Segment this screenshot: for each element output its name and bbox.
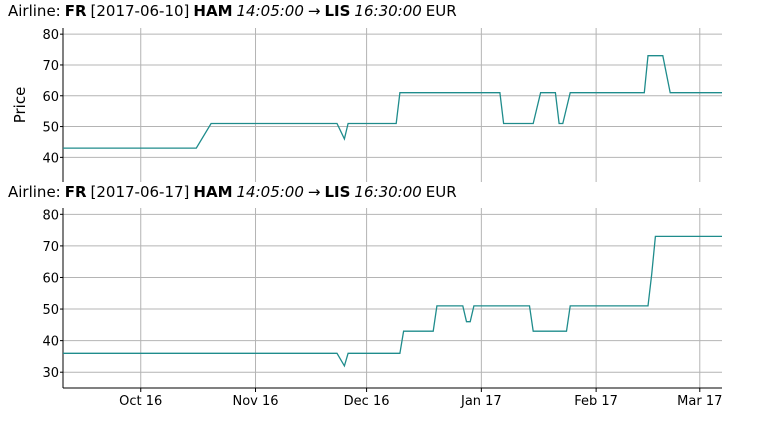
title-part: EUR — [426, 183, 457, 201]
y-axis-label: Price — [11, 87, 29, 124]
title-part: 16:30:00 — [354, 183, 421, 201]
title-part: LIS — [324, 2, 350, 20]
y-tick-label: 60 — [42, 271, 59, 286]
title-part: 14:05:00 — [237, 2, 304, 20]
title-part: [2017-06-17] — [91, 183, 190, 201]
title-part: 16:30:00 — [354, 2, 421, 20]
y-tick-label: 80 — [42, 28, 59, 43]
y-tick-label: 70 — [42, 59, 59, 74]
panel-title: Airline: FR [2017-06-10] HAM 14:05:00 → LIS 16:… — [8, 2, 457, 20]
title-part: → — [308, 183, 321, 201]
title-part: FR — [65, 183, 87, 201]
title-part: HAM — [193, 183, 232, 201]
y-tick-label: 70 — [42, 240, 59, 255]
y-tick-label: 50 — [42, 121, 59, 136]
y-tick-label: 80 — [42, 208, 59, 223]
title-part: [2017-06-10] — [91, 2, 190, 20]
title-part: FR — [65, 2, 87, 20]
title-part: EUR — [426, 2, 457, 20]
title-part: Airline: — [8, 2, 61, 20]
y-tick-label: 30 — [42, 366, 59, 381]
x-tick-label: Mar 17 — [677, 394, 722, 409]
y-tick-label: 40 — [42, 335, 59, 350]
y-tick-label: 40 — [42, 151, 59, 166]
price-line — [63, 235, 722, 368]
title-part: → — [308, 2, 321, 20]
y-tick-label: 60 — [42, 90, 59, 105]
title-part: LIS — [324, 183, 350, 201]
title-part: HAM — [193, 2, 232, 20]
x-tick-label: Oct 16 — [119, 394, 162, 409]
x-tick-label: Dec 16 — [344, 394, 390, 409]
x-tick-label: Jan 17 — [460, 394, 502, 409]
x-tick-label: Nov 16 — [232, 394, 278, 409]
title-part: 14:05:00 — [237, 183, 304, 201]
price-line — [63, 55, 722, 149]
panel-title: Airline: FR [2017-06-17] HAM 14:05:00 → LIS 16:… — [8, 183, 457, 201]
title-part: Airline: — [8, 183, 61, 201]
x-tick-label: Feb 17 — [574, 394, 618, 409]
y-tick-label: 50 — [42, 303, 59, 318]
